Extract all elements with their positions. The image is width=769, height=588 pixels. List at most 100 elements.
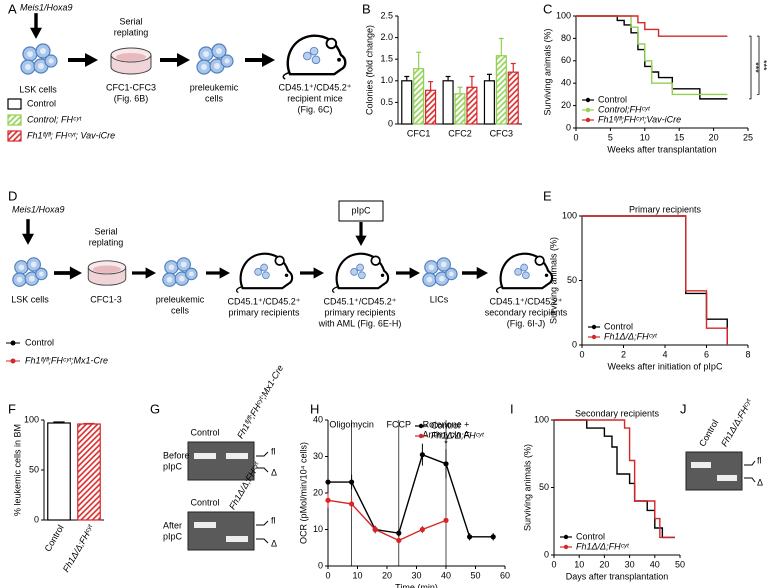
y-tick-label: 1.0 <box>380 75 393 85</box>
step-label: primary recipients <box>228 307 300 317</box>
point <box>396 530 402 536</box>
y-axis-label: % leukemic cells in BM <box>12 424 22 516</box>
panel-label: D <box>8 188 17 203</box>
y-tick-label: 100 <box>24 414 39 424</box>
event-label: Antimycin A <box>422 429 469 439</box>
significance-label: *** <box>751 62 761 73</box>
lane-label: Control <box>697 418 720 448</box>
panel-label: B <box>362 1 371 16</box>
step-label: Serial <box>94 226 117 236</box>
step-label: preleukemic <box>190 82 239 92</box>
legend-label: Fh1ᶠˡ/ᶠˡ; FHᶜʸᵗ; Vav-iCre <box>27 130 115 140</box>
gel-band <box>194 522 216 528</box>
y-axis-label: Colonies (fold change) <box>364 25 374 115</box>
series-line <box>576 15 728 100</box>
y-tick-label: 60 <box>561 55 571 65</box>
bar <box>454 93 466 125</box>
treatment-label: pIpC <box>351 205 371 215</box>
point <box>325 479 331 485</box>
panel-label: I <box>510 401 514 416</box>
band-pointer <box>256 520 269 544</box>
legend-marker <box>563 544 569 550</box>
legend-label: Control <box>604 321 633 331</box>
bar <box>77 423 101 521</box>
step-label: primary recipients <box>324 307 396 317</box>
band-label: fl <box>757 455 762 465</box>
x-tick-label: 30 <box>625 559 635 569</box>
cells-icon <box>12 257 48 287</box>
event-label: Oligomycin <box>329 419 374 429</box>
chart-title: Secondary recipients <box>575 408 660 418</box>
band-label: fl <box>271 515 276 525</box>
y-tick-label: 50 <box>29 464 39 474</box>
x-tick-label: 50 <box>675 559 685 569</box>
step-label: CD45.1⁺/CD45.2⁺ <box>489 296 562 306</box>
gel-band <box>194 453 216 459</box>
arrow <box>22 219 34 245</box>
panel-label: J <box>680 401 687 416</box>
diagram-a: Meis1/Hoxa9 LSK cells Serial replating C… <box>19 2 352 114</box>
band-label: fl <box>271 446 276 456</box>
series-line <box>576 15 728 37</box>
point <box>443 461 449 467</box>
legend-label: Control <box>576 531 605 541</box>
x-axis-label: Weeks after initiation of pIpC <box>608 361 723 371</box>
bar <box>507 71 519 125</box>
x-tick-label: Fh1Δ/Δ;FHᶜʸᵗ <box>61 522 97 574</box>
legend-label: Control <box>431 420 460 430</box>
bar <box>466 86 478 125</box>
step-label: CFC1-CFC3 <box>106 82 156 92</box>
condition-label: pIpC <box>163 531 183 541</box>
bar <box>401 80 413 125</box>
arrow <box>206 267 230 279</box>
gel <box>187 441 255 481</box>
chart: 0 50 100 0 10 20 30 40 50 Surviving animals (%) Da… <box>522 408 685 581</box>
chart: 0 0.5 1.0 1.5 2.0 2.5 Colonies (fold change) CF… <box>7 10 522 142</box>
bar <box>442 80 454 125</box>
step-label: preleukemic <box>156 294 205 304</box>
x-tick-label: Control <box>43 523 66 553</box>
step-label: cells <box>205 93 224 103</box>
point <box>443 517 449 523</box>
arrow <box>132 267 156 279</box>
arrow <box>300 267 324 279</box>
y-tick-label: 2.0 <box>380 32 393 42</box>
band-pointer <box>744 460 756 483</box>
x-tick-label: 0 <box>579 349 584 359</box>
step-label: replating <box>114 27 149 37</box>
y-tick-label: 30 <box>313 451 323 461</box>
bar <box>47 422 71 521</box>
y-tick-label: 40 <box>313 414 323 424</box>
gel-band <box>226 453 248 459</box>
series-line <box>576 15 728 96</box>
legend-label: Fh1ᶠˡ/ᶠˡ;FHᶜʸᵗ;Vav-iCre <box>598 114 681 124</box>
step-label: LICs <box>430 294 449 304</box>
series-line <box>327 499 447 542</box>
legend-label: Control <box>27 98 56 108</box>
legend-marker <box>585 107 591 113</box>
mouse-icon <box>282 34 347 80</box>
x-tick-label: 30 <box>411 570 421 580</box>
chart: 0 10 20 30 40 0 10 20 30 40 50 60 OCR (pMol/min/10⁴ … <box>298 414 510 588</box>
legend-marker <box>585 117 591 123</box>
legend-marker <box>563 534 569 540</box>
mouse-icon <box>495 252 554 294</box>
y-tick-label: 20 <box>561 100 571 110</box>
y-tick-label: 0 <box>566 122 571 132</box>
arrow <box>355 222 367 246</box>
y-tick-label: 50 <box>567 275 577 285</box>
step-label: recipient mice <box>287 93 343 103</box>
band-pointer <box>256 451 269 473</box>
x-tick-label: CFC1 <box>407 128 431 138</box>
x-tick-label: 0 <box>573 132 578 142</box>
event-label: FCCP <box>387 419 412 429</box>
cells-icon <box>422 257 458 287</box>
significance-bracket <box>749 35 752 100</box>
x-tick-label: 10 <box>352 570 362 580</box>
gel-band <box>691 462 711 468</box>
point <box>467 534 473 540</box>
y-tick-label: 50 <box>539 482 549 492</box>
x-tick-label: 4 <box>662 349 667 359</box>
